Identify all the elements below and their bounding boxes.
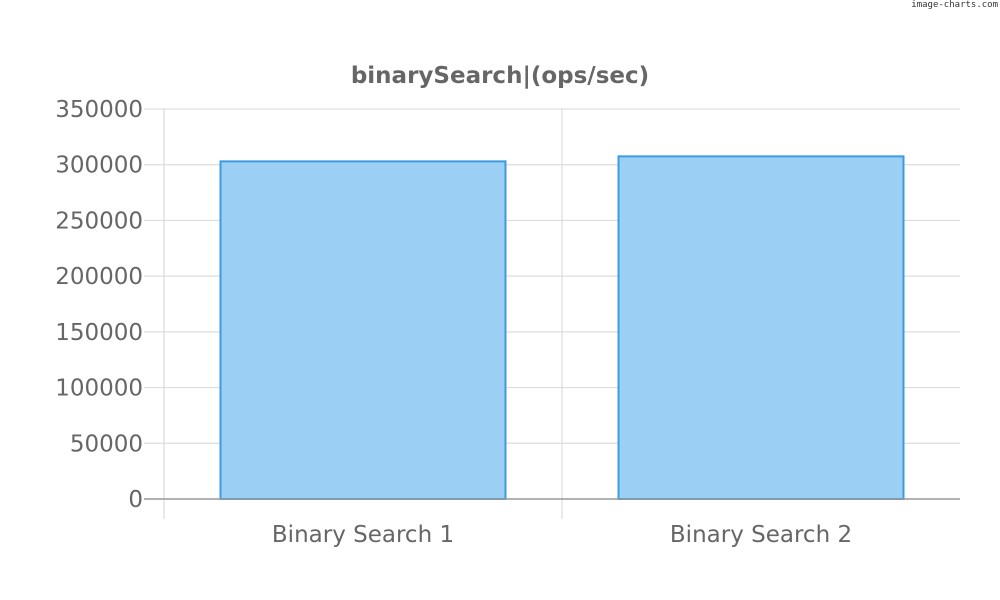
y-axis-ticks: 0 50000 100000 150000 200000 250000 300000 3500… [55,97,164,513]
x-tick-label: Binary Search 2 [670,522,852,548]
y-tick-label: 350000 [55,97,143,123]
y-tick-label: 50000 [70,431,143,457]
x-axis-ticks: Binary Search 1 Binary Search 2 [272,522,852,548]
axes [144,109,960,519]
x-tick-label: Binary Search 1 [272,522,454,548]
chart-title: binarySearch|(ops/sec) [351,63,649,89]
y-tick-label: 300000 [55,153,143,179]
bars [219,155,905,500]
y-tick-label: 150000 [55,320,143,346]
bar [219,160,507,500]
y-tick-label: 200000 [55,264,143,290]
y-tick-label: 250000 [55,208,143,234]
watermark: image-charts.com [911,0,998,10]
y-tick-label: 100000 [55,376,143,402]
y-tick-label: 0 [128,487,143,513]
bar [617,155,905,500]
